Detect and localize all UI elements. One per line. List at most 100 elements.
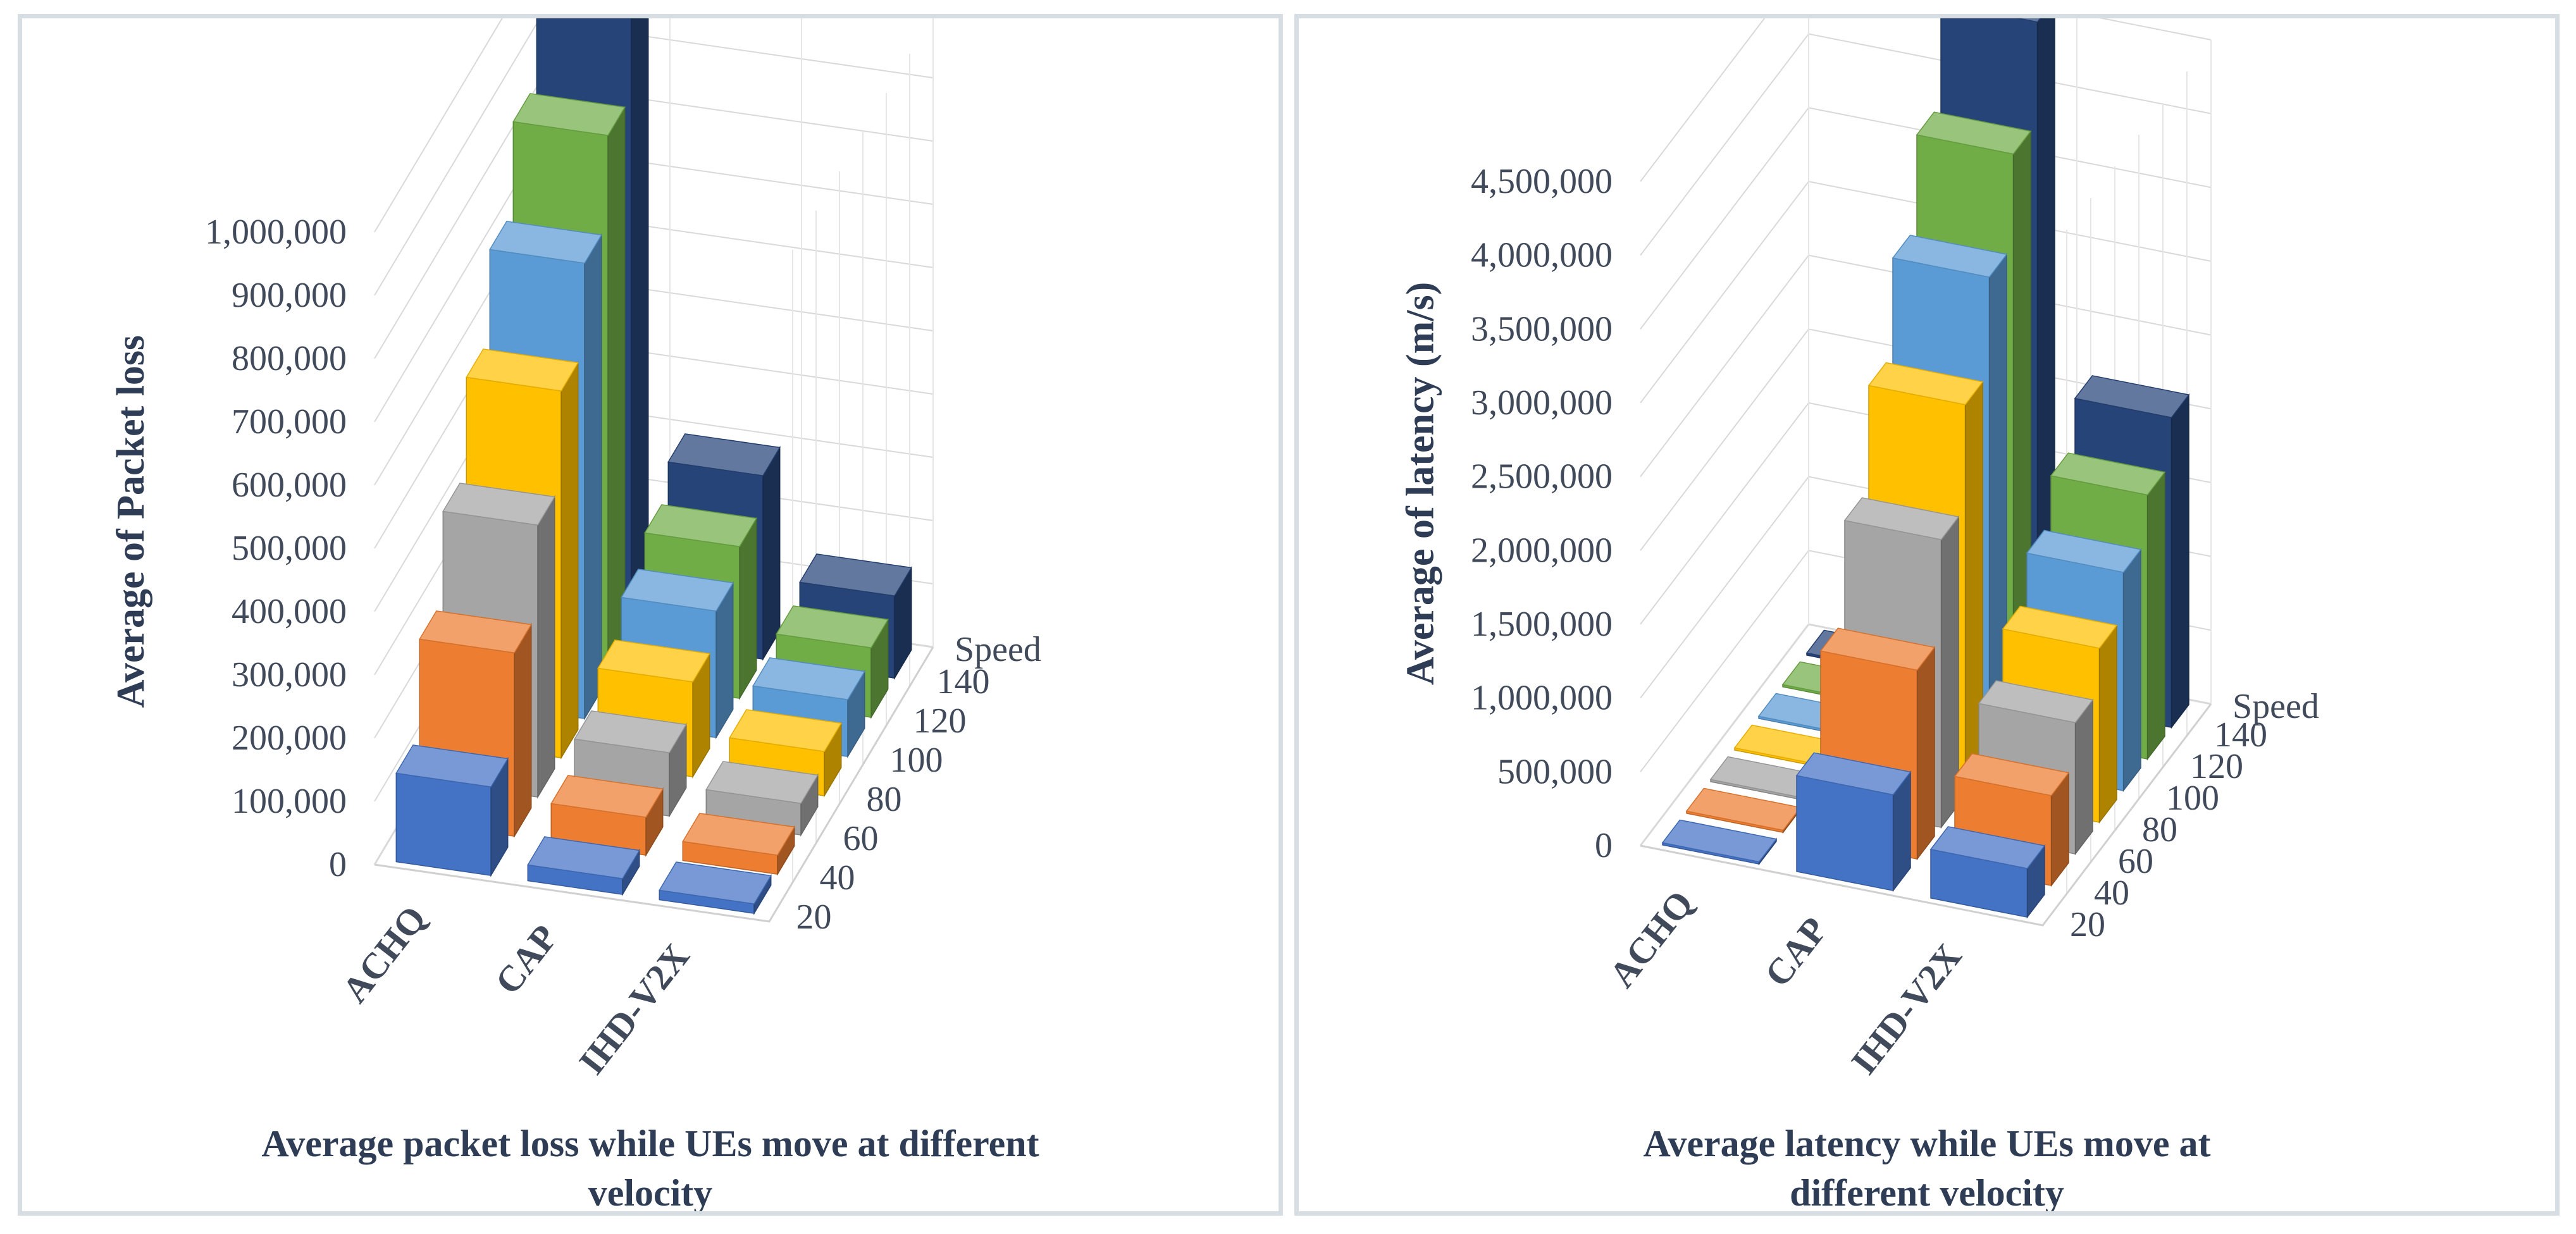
chart-panel-latency: Average of latency (m/s) 0 500,000 1,000,0… (1294, 14, 2560, 1216)
bar-top (489, 221, 602, 264)
y-tick-label: 400,000 (232, 592, 347, 631)
y-tick-labels: 0 500,000 1,000,000 1,500,000 2,000,000 2,500… (1471, 162, 1613, 865)
bar-top (1954, 753, 2070, 796)
y-tick-label: 700,000 (232, 402, 347, 441)
depth-axis-title: Speed (2232, 687, 2319, 726)
speed-tick-label: 100 (2166, 779, 2219, 818)
bar-top (550, 775, 664, 818)
y-tick-label: 600,000 (232, 466, 347, 505)
bar-achq-20 (395, 744, 509, 877)
bar-side (1916, 646, 1935, 861)
speed-tick-label: 20 (796, 898, 832, 937)
bar-cap-20 (527, 836, 640, 896)
bar-top (1867, 362, 1984, 405)
bar-top (1843, 497, 1960, 540)
bars (395, 18, 912, 915)
gridline (374, 20, 539, 296)
y-tick-label: 3,000,000 (1471, 383, 1613, 423)
bar-side (560, 361, 579, 760)
y-tick-label: 1,000,000 (205, 213, 347, 252)
gridline (374, 147, 539, 423)
speed-tick-label: 120 (2190, 747, 2243, 786)
bar-top (1795, 752, 1912, 796)
y-tick-label: 500,000 (1497, 752, 1613, 791)
bar-side (607, 105, 626, 681)
speed-tick-label: 120 (913, 701, 967, 741)
y-tick-label: 500,000 (232, 529, 347, 568)
speed-tick-label: 80 (2142, 810, 2177, 849)
bar-side (2170, 393, 2189, 729)
bar-top (2050, 452, 2166, 496)
bar-achq-20 (1661, 819, 1778, 866)
speed-tick-label: 60 (2118, 842, 2153, 881)
bar-top (466, 349, 579, 392)
bar-top (442, 483, 555, 526)
bar-top (705, 761, 819, 804)
gridline (1640, 34, 1809, 256)
bar-side (537, 495, 555, 799)
speed-tick-label: 20 (2070, 905, 2105, 944)
bar-top (2002, 605, 2118, 649)
speed-tick-label: 100 (890, 741, 943, 780)
bar-ihd-v2x-20 (659, 861, 772, 915)
y-tick-label: 0 (329, 845, 347, 884)
category-label: CAP (487, 917, 566, 1002)
bar-top (574, 710, 687, 753)
bar-top (621, 569, 734, 612)
y-tick-label: 2,000,000 (1471, 531, 1613, 570)
y-tick-label: 4,500,000 (1471, 162, 1613, 201)
bar-side (584, 233, 602, 720)
bar-front (395, 772, 492, 876)
bar-top (512, 93, 626, 136)
packet-loss-3d-chart: 0 100,000 200,000 300,000 400,000 500,000 600,… (205, 18, 1041, 1082)
gridline (1640, 255, 1809, 478)
bar-front (1796, 775, 1894, 892)
y-tick-label: 3,500,000 (1471, 309, 1613, 349)
bar-top (799, 553, 912, 596)
depth-axis-title: Speed (955, 630, 1041, 669)
bar-top (729, 709, 842, 752)
category-label: ACHQ (334, 898, 434, 1010)
gridline (1640, 328, 1809, 551)
bar-side (2146, 471, 2165, 761)
y-tick-label: 900,000 (232, 276, 347, 315)
bar-top (419, 610, 532, 653)
category-labels: ACHQ CAP IHD-V2X (1601, 883, 1969, 1082)
category-label: IHD-V2X (1843, 936, 1969, 1082)
bar-top (659, 861, 772, 904)
gridline (1640, 402, 1809, 625)
caption-line-1: Average latency while UEs move at (1643, 1123, 2211, 1164)
floor-edge (374, 646, 934, 923)
chart-caption: Average packet loss while UEs move at di… (22, 1119, 1279, 1214)
bar-side (2074, 698, 2093, 856)
bar-achq-60 (1709, 756, 1826, 803)
bar-top (644, 504, 757, 547)
y-tick-label: 0 (1595, 826, 1613, 865)
bar-cap-40 (550, 775, 664, 857)
category-label: CAP (1757, 910, 1836, 994)
bar-top (2026, 529, 2142, 573)
bar-top (395, 744, 509, 787)
y-tick-label: 2,500,000 (1471, 457, 1613, 497)
y-tick-label: 1,500,000 (1471, 605, 1613, 644)
bar-top (776, 605, 889, 648)
latency-3d-chart: 0 500,000 1,000,000 1,500,000 2,000,000 2,500… (1471, 18, 2319, 1082)
speed-tick-label: 60 (843, 819, 879, 858)
gridline (1640, 181, 1809, 404)
bar-top (1978, 680, 2094, 724)
bar-top (2016, 18, 2041, 23)
category-label: ACHQ (1601, 883, 1701, 995)
bar-top (682, 813, 795, 856)
chart-panel-packet-loss: Average of Packet loss 0 100,000 200,000 30… (18, 14, 1283, 1216)
category-labels: ACHQ CAP IHD-V2X (334, 898, 697, 1082)
bar-top (1916, 111, 2032, 155)
bar-top (1661, 819, 1778, 863)
gridline (1640, 18, 1766, 182)
bar-top (1929, 826, 2046, 869)
bar-top (597, 639, 710, 682)
caption-line-2: velocity (588, 1172, 713, 1214)
speed-tick-label: 80 (867, 780, 902, 819)
bars (1661, 18, 2190, 919)
